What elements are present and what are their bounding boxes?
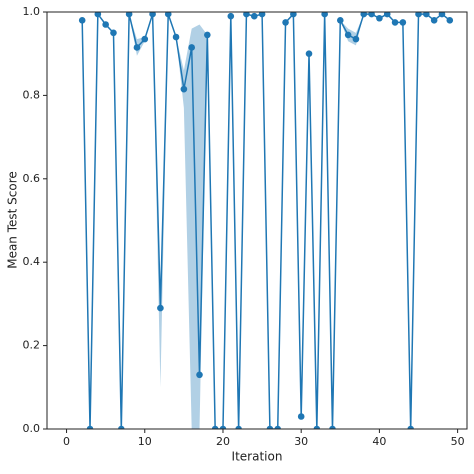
point bbox=[94, 12, 102, 18]
point bbox=[164, 12, 172, 18]
point bbox=[219, 425, 227, 429]
axes-frame bbox=[46, 11, 468, 430]
point bbox=[438, 12, 446, 18]
y-tick-label: 1.0 bbox=[23, 5, 41, 18]
point bbox=[204, 31, 211, 39]
x-tick-label: 10 bbox=[138, 435, 152, 448]
point bbox=[282, 19, 289, 26]
point bbox=[250, 12, 258, 20]
y-tick-label: 0.4 bbox=[23, 255, 41, 268]
y-tick-label: 0.2 bbox=[23, 339, 41, 352]
x-axis-label: Iteration bbox=[232, 450, 283, 464]
point bbox=[188, 44, 195, 51]
point bbox=[86, 425, 94, 429]
point bbox=[102, 21, 109, 28]
point bbox=[196, 371, 203, 379]
point bbox=[415, 12, 422, 18]
point bbox=[211, 425, 219, 429]
point bbox=[235, 425, 242, 429]
point bbox=[258, 12, 266, 18]
point bbox=[141, 35, 149, 43]
confidence-band bbox=[129, 14, 208, 429]
point bbox=[423, 12, 430, 18]
point bbox=[157, 304, 164, 312]
point bbox=[313, 425, 321, 429]
confidence-band bbox=[340, 14, 364, 46]
point bbox=[430, 17, 438, 24]
point bbox=[290, 12, 297, 18]
x-tick-label: 40 bbox=[372, 435, 386, 448]
x-tick-label: 50 bbox=[451, 435, 465, 448]
x-tick-label: 30 bbox=[294, 435, 308, 448]
point bbox=[305, 50, 313, 57]
plot-area bbox=[78, 12, 454, 429]
point bbox=[360, 12, 368, 18]
point bbox=[78, 17, 86, 24]
point bbox=[172, 33, 180, 41]
point bbox=[329, 425, 336, 429]
point bbox=[297, 413, 305, 420]
point bbox=[344, 31, 352, 39]
y-tick-label: 0.0 bbox=[23, 422, 41, 435]
point bbox=[274, 425, 282, 429]
point bbox=[368, 12, 375, 18]
point bbox=[336, 17, 344, 24]
point bbox=[243, 12, 250, 18]
point bbox=[407, 425, 414, 429]
point bbox=[149, 12, 156, 18]
point bbox=[376, 14, 383, 22]
point bbox=[446, 17, 454, 24]
point bbox=[352, 35, 360, 43]
y-tick-label: 0.8 bbox=[23, 88, 41, 101]
point bbox=[266, 425, 274, 429]
point bbox=[399, 19, 407, 26]
line bbox=[81, 12, 451, 429]
point bbox=[133, 44, 141, 51]
x-tick-label: 20 bbox=[216, 435, 230, 448]
y-tick-label: 0.6 bbox=[23, 172, 41, 185]
point bbox=[180, 85, 188, 93]
point bbox=[391, 19, 399, 26]
point bbox=[321, 12, 328, 18]
point bbox=[227, 12, 235, 20]
point bbox=[118, 425, 125, 429]
y-axis-label: Mean Test Score bbox=[6, 171, 20, 269]
point bbox=[110, 29, 117, 37]
x-tick-label: 0 bbox=[63, 435, 70, 448]
point bbox=[383, 12, 391, 18]
point bbox=[125, 12, 133, 18]
